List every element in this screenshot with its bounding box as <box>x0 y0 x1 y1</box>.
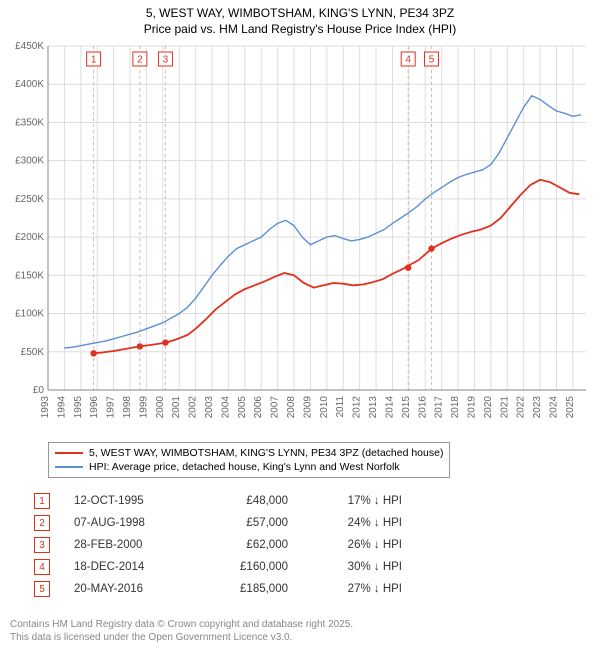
svg-text:£0: £0 <box>33 385 45 396</box>
sale-marker-icon: 5 <box>34 581 50 597</box>
legend-swatch <box>55 452 83 454</box>
svg-text:£450K: £450K <box>15 41 44 52</box>
svg-text:2022: 2022 <box>516 396 527 419</box>
sale-price: £62,000 <box>208 539 288 551</box>
title-address: 5, WEST WAY, WIMBOTSHAM, KING'S LYNN, PE… <box>0 6 600 22</box>
legend: 5, WEST WAY, WIMBOTSHAM, KING'S LYNN, PE… <box>48 442 450 478</box>
svg-text:£350K: £350K <box>15 117 44 128</box>
svg-text:2001: 2001 <box>171 396 182 419</box>
svg-text:£50K: £50K <box>21 347 45 358</box>
sale-vs-hpi: 30% ↓ HPI <box>312 561 402 573</box>
svg-text:2: 2 <box>137 55 143 66</box>
figure-container: 5, WEST WAY, WIMBOTSHAM, KING'S LYNN, PE… <box>0 0 600 650</box>
svg-text:2019: 2019 <box>466 396 477 419</box>
svg-text:1994: 1994 <box>56 396 67 419</box>
sales-row: 2 07-AUG-1998 £57,000 24% ↓ HPI <box>34 512 402 534</box>
svg-text:2011: 2011 <box>335 396 346 418</box>
svg-text:2007: 2007 <box>270 396 281 419</box>
sale-date: 20-MAY-2016 <box>74 583 184 595</box>
legend-label: 5, WEST WAY, WIMBOTSHAM, KING'S LYNN, PE… <box>89 447 443 459</box>
svg-text:1997: 1997 <box>106 396 117 419</box>
sale-price: £185,000 <box>208 583 288 595</box>
sale-marker-icon: 4 <box>34 559 50 575</box>
sale-date: 28-FEB-2000 <box>74 539 184 551</box>
sale-vs-hpi: 27% ↓ HPI <box>312 583 402 595</box>
sales-row: 5 20-MAY-2016 £185,000 27% ↓ HPI <box>34 578 402 600</box>
line-chart-svg: £0 £50K £100K £150K £200K £250K £300K £350K £400… <box>6 40 594 430</box>
svg-text:2000: 2000 <box>155 396 166 419</box>
svg-text:£100K: £100K <box>15 309 44 320</box>
sale-date: 07-AUG-1998 <box>74 517 184 529</box>
svg-text:2016: 2016 <box>417 396 428 419</box>
svg-text:2005: 2005 <box>237 396 248 419</box>
svg-text:2003: 2003 <box>204 396 215 419</box>
svg-text:3: 3 <box>163 55 169 66</box>
sale-price: £160,000 <box>208 561 288 573</box>
footer-attribution: Contains HM Land Registry data © Crown c… <box>10 619 353 644</box>
svg-text:2018: 2018 <box>450 396 461 419</box>
legend-label: HPI: Average price, detached house, King… <box>89 461 400 473</box>
legend-row: 5, WEST WAY, WIMBOTSHAM, KING'S LYNN, PE… <box>55 446 443 460</box>
chart-titles: 5, WEST WAY, WIMBOTSHAM, KING'S LYNN, PE… <box>0 0 600 37</box>
sale-marker-icon: 1 <box>34 493 50 509</box>
svg-text:2025: 2025 <box>565 396 576 419</box>
svg-text:2024: 2024 <box>548 396 559 419</box>
sale-marker-icon: 3 <box>34 537 50 553</box>
svg-text:2015: 2015 <box>401 396 412 419</box>
svg-text:2014: 2014 <box>384 396 395 419</box>
title-subtitle: Price paid vs. HM Land Registry's House … <box>0 22 600 38</box>
legend-swatch <box>55 466 83 468</box>
svg-text:1998: 1998 <box>122 396 133 419</box>
sale-vs-hpi: 26% ↓ HPI <box>312 539 402 551</box>
svg-text:1996: 1996 <box>89 396 100 419</box>
svg-text:2002: 2002 <box>188 396 199 419</box>
chart-area: £0 £50K £100K £150K £200K £250K £300K £350K £400… <box>6 40 594 430</box>
svg-text:2008: 2008 <box>286 396 297 419</box>
svg-text:£200K: £200K <box>15 232 44 243</box>
sale-price: £48,000 <box>208 495 288 507</box>
sale-date: 18-DEC-2014 <box>74 561 184 573</box>
sales-row: 4 18-DEC-2014 £160,000 30% ↓ HPI <box>34 556 402 578</box>
svg-text:1993: 1993 <box>40 396 51 419</box>
svg-text:£300K: £300K <box>15 156 44 167</box>
sale-price: £57,000 <box>208 517 288 529</box>
svg-text:1995: 1995 <box>73 396 84 419</box>
svg-text:2010: 2010 <box>319 396 330 419</box>
svg-text:£250K: £250K <box>15 194 44 205</box>
sales-row: 1 12-OCT-1995 £48,000 17% ↓ HPI <box>34 490 402 512</box>
svg-text:2009: 2009 <box>302 396 313 419</box>
svg-text:2006: 2006 <box>253 396 264 419</box>
sales-table: 1 12-OCT-1995 £48,000 17% ↓ HPI 2 07-AUG-1998… <box>34 490 402 600</box>
svg-text:2004: 2004 <box>220 396 231 419</box>
svg-text:2012: 2012 <box>352 396 363 419</box>
svg-text:4: 4 <box>405 55 411 66</box>
svg-text:2023: 2023 <box>532 396 543 419</box>
svg-text:£150K: £150K <box>15 270 44 281</box>
svg-text:2020: 2020 <box>483 396 494 419</box>
footer-line1: Contains HM Land Registry data © Crown c… <box>10 619 353 632</box>
sales-row: 3 28-FEB-2000 £62,000 26% ↓ HPI <box>34 534 402 556</box>
svg-text:2013: 2013 <box>368 396 379 419</box>
sale-vs-hpi: 17% ↓ HPI <box>312 495 402 507</box>
footer-line2: This data is licensed under the Open Gov… <box>10 632 353 645</box>
sale-vs-hpi: 24% ↓ HPI <box>312 517 402 529</box>
svg-text:2017: 2017 <box>434 396 445 419</box>
svg-text:2021: 2021 <box>499 396 510 419</box>
sale-date: 12-OCT-1995 <box>74 495 184 507</box>
legend-row: HPI: Average price, detached house, King… <box>55 460 443 474</box>
svg-text:£400K: £400K <box>15 79 44 90</box>
svg-text:1: 1 <box>91 55 97 66</box>
svg-text:1999: 1999 <box>138 396 149 419</box>
svg-text:5: 5 <box>429 55 435 66</box>
sale-marker-icon: 2 <box>34 515 50 531</box>
